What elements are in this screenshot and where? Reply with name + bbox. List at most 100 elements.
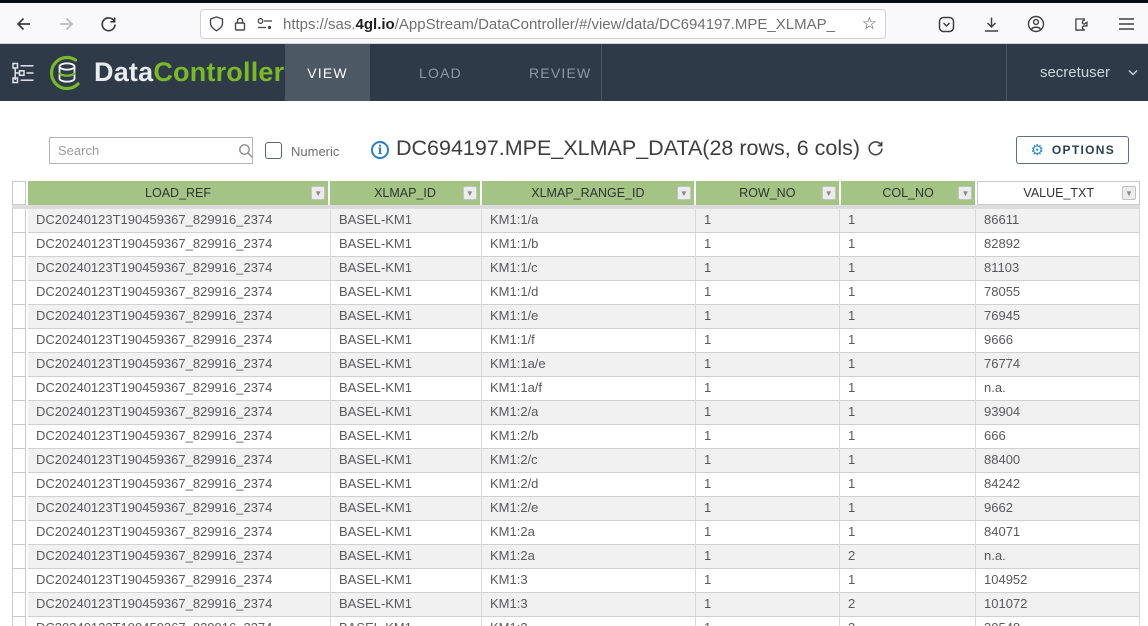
cell-row_no[interactable]: 1 bbox=[696, 329, 840, 353]
cell-row_no[interactable]: 1 bbox=[696, 473, 840, 497]
cell-row_no[interactable]: 1 bbox=[696, 521, 840, 545]
cell-xlmap_range_id[interactable]: KM1:3 bbox=[482, 617, 696, 626]
cell-xlmap_range_id[interactable]: KM1:2a bbox=[482, 521, 696, 545]
cell-row_no[interactable]: 1 bbox=[696, 257, 840, 281]
cell-value_txt[interactable]: 76945 bbox=[976, 305, 1140, 329]
cell-load_ref[interactable]: DC20240123T190459367_829916_2374 bbox=[28, 569, 331, 593]
cell-value_txt[interactable]: 93904 bbox=[976, 401, 1140, 425]
cell-xlmap_range_id[interactable]: KM1:1/c bbox=[482, 257, 696, 281]
cell-xlmap_id[interactable]: BASEL-KM1 bbox=[331, 353, 482, 377]
row-handle[interactable] bbox=[12, 305, 26, 329]
cell-load_ref[interactable]: DC20240123T190459367_829916_2374 bbox=[28, 425, 331, 449]
cell-load_ref[interactable]: DC20240123T190459367_829916_2374 bbox=[28, 401, 331, 425]
cell-xlmap_range_id[interactable]: KM1:3 bbox=[482, 569, 696, 593]
cell-xlmap_range_id[interactable]: KM1:1a/f bbox=[482, 377, 696, 401]
cell-xlmap_id[interactable]: BASEL-KM1 bbox=[331, 329, 482, 353]
cell-row_no[interactable]: 1 bbox=[696, 209, 840, 233]
cell-value_txt[interactable]: 104952 bbox=[976, 569, 1140, 593]
cell-load_ref[interactable]: DC20240123T190459367_829916_2374 bbox=[28, 497, 331, 521]
row-handle[interactable] bbox=[12, 257, 26, 281]
row-handle[interactable] bbox=[12, 545, 26, 569]
cell-xlmap_id[interactable]: BASEL-KM1 bbox=[331, 425, 482, 449]
cell-col_no[interactable]: 1 bbox=[840, 281, 976, 305]
cell-col_no[interactable]: 1 bbox=[840, 569, 976, 593]
cell-xlmap_id[interactable]: BASEL-KM1 bbox=[331, 473, 482, 497]
row-handle[interactable] bbox=[12, 521, 26, 545]
permissions-icon[interactable] bbox=[256, 17, 274, 31]
cell-load_ref[interactable]: DC20240123T190459367_829916_2374 bbox=[28, 545, 331, 569]
row-handle[interactable] bbox=[12, 449, 26, 473]
cell-xlmap_range_id[interactable]: KM1:1/a bbox=[482, 209, 696, 233]
row-handle[interactable] bbox=[12, 233, 26, 257]
cell-row_no[interactable]: 1 bbox=[696, 233, 840, 257]
cell-xlmap_range_id[interactable]: KM1:1/b bbox=[482, 233, 696, 257]
column-header-xlmap_range_id[interactable]: XLMAP_RANGE_ID ▼ bbox=[481, 181, 694, 205]
cell-value_txt[interactable]: 81103 bbox=[976, 257, 1140, 281]
cell-load_ref[interactable]: DC20240123T190459367_829916_2374 bbox=[28, 209, 331, 233]
cell-col_no[interactable]: 1 bbox=[840, 329, 976, 353]
cell-xlmap_range_id[interactable]: KM1:2/e bbox=[482, 497, 696, 521]
cell-load_ref[interactable]: DC20240123T190459367_829916_2374 bbox=[28, 593, 331, 617]
cell-row_no[interactable]: 1 bbox=[696, 545, 840, 569]
cell-xlmap_range_id[interactable]: KM1:2/a bbox=[482, 401, 696, 425]
account-icon[interactable] bbox=[1022, 10, 1050, 38]
cell-xlmap_range_id[interactable]: KM1:2a bbox=[482, 545, 696, 569]
cell-xlmap_range_id[interactable]: KM1:2/d bbox=[482, 473, 696, 497]
cell-row_no[interactable]: 1 bbox=[696, 305, 840, 329]
cell-xlmap_id[interactable]: BASEL-KM1 bbox=[331, 497, 482, 521]
row-handle[interactable] bbox=[12, 425, 26, 449]
cell-load_ref[interactable]: DC20240123T190459367_829916_2374 bbox=[28, 329, 331, 353]
cell-col_no[interactable]: 3 bbox=[840, 617, 976, 626]
row-handle[interactable] bbox=[12, 377, 26, 401]
cell-value_txt[interactable]: 101072 bbox=[976, 593, 1140, 617]
cell-col_no[interactable]: 2 bbox=[840, 593, 976, 617]
cell-row_no[interactable]: 1 bbox=[696, 569, 840, 593]
cell-xlmap_id[interactable]: BASEL-KM1 bbox=[331, 209, 482, 233]
row-handle[interactable] bbox=[12, 473, 26, 497]
download-icon[interactable] bbox=[977, 10, 1005, 38]
cell-value_txt[interactable]: n.a. bbox=[976, 377, 1140, 401]
filter-icon[interactable]: ▼ bbox=[958, 186, 973, 200]
cell-value_txt[interactable]: 9666 bbox=[976, 329, 1140, 353]
cell-load_ref[interactable]: DC20240123T190459367_829916_2374 bbox=[28, 617, 331, 626]
column-header-load_ref[interactable]: LOAD_REF ▼ bbox=[27, 181, 329, 205]
cell-load_ref[interactable]: DC20240123T190459367_829916_2374 bbox=[28, 353, 331, 377]
cell-row_no[interactable]: 1 bbox=[696, 353, 840, 377]
cell-xlmap_id[interactable]: BASEL-KM1 bbox=[331, 257, 482, 281]
cell-row_no[interactable]: 1 bbox=[696, 497, 840, 521]
cell-load_ref[interactable]: DC20240123T190459367_829916_2374 bbox=[28, 281, 331, 305]
cell-col_no[interactable]: 1 bbox=[840, 233, 976, 257]
row-handle[interactable] bbox=[12, 329, 26, 353]
filter-icon[interactable]: ▼ bbox=[821, 186, 836, 200]
menu-icon[interactable] bbox=[1112, 10, 1140, 38]
cell-value_txt[interactable]: 84242 bbox=[976, 473, 1140, 497]
cell-row_no[interactable]: 1 bbox=[696, 593, 840, 617]
cell-xlmap_id[interactable]: BASEL-KM1 bbox=[331, 545, 482, 569]
column-header-col_no[interactable]: COL_NO ▼ bbox=[840, 181, 976, 205]
cell-xlmap_range_id[interactable]: KM1:1/d bbox=[482, 281, 696, 305]
sidebar-toggle-button[interactable] bbox=[10, 60, 36, 86]
tab-review[interactable]: REVIEW bbox=[529, 64, 592, 81]
cell-value_txt[interactable]: 76774 bbox=[976, 353, 1140, 377]
cell-xlmap_id[interactable]: BASEL-KM1 bbox=[331, 521, 482, 545]
cell-col_no[interactable]: 1 bbox=[840, 521, 976, 545]
lock-icon[interactable] bbox=[233, 16, 247, 32]
back-button[interactable] bbox=[10, 10, 38, 38]
cell-value_txt[interactable]: n.a. bbox=[976, 545, 1140, 569]
cell-xlmap_id[interactable]: BASEL-KM1 bbox=[331, 569, 482, 593]
user-menu[interactable]: secretuser bbox=[1040, 44, 1138, 101]
cell-load_ref[interactable]: DC20240123T190459367_829916_2374 bbox=[28, 233, 331, 257]
cell-load_ref[interactable]: DC20240123T190459367_829916_2374 bbox=[28, 377, 331, 401]
app-logo[interactable]: DataController bbox=[48, 44, 284, 101]
filter-icon[interactable]: ▼ bbox=[1122, 186, 1136, 200]
column-header-value_txt[interactable]: VALUE_TXT ▼ bbox=[977, 181, 1140, 205]
cell-xlmap_id[interactable]: BASEL-KM1 bbox=[331, 617, 482, 626]
row-handle[interactable] bbox=[12, 353, 26, 377]
row-handle[interactable] bbox=[12, 593, 26, 617]
bookmark-star-icon[interactable]: ☆ bbox=[861, 14, 877, 34]
cell-col_no[interactable]: 1 bbox=[840, 497, 976, 521]
cell-row_no[interactable]: 1 bbox=[696, 377, 840, 401]
column-header-row_no[interactable]: ROW_NO ▼ bbox=[695, 181, 839, 205]
cell-col_no[interactable]: 1 bbox=[840, 401, 976, 425]
cell-col_no[interactable]: 1 bbox=[840, 449, 976, 473]
